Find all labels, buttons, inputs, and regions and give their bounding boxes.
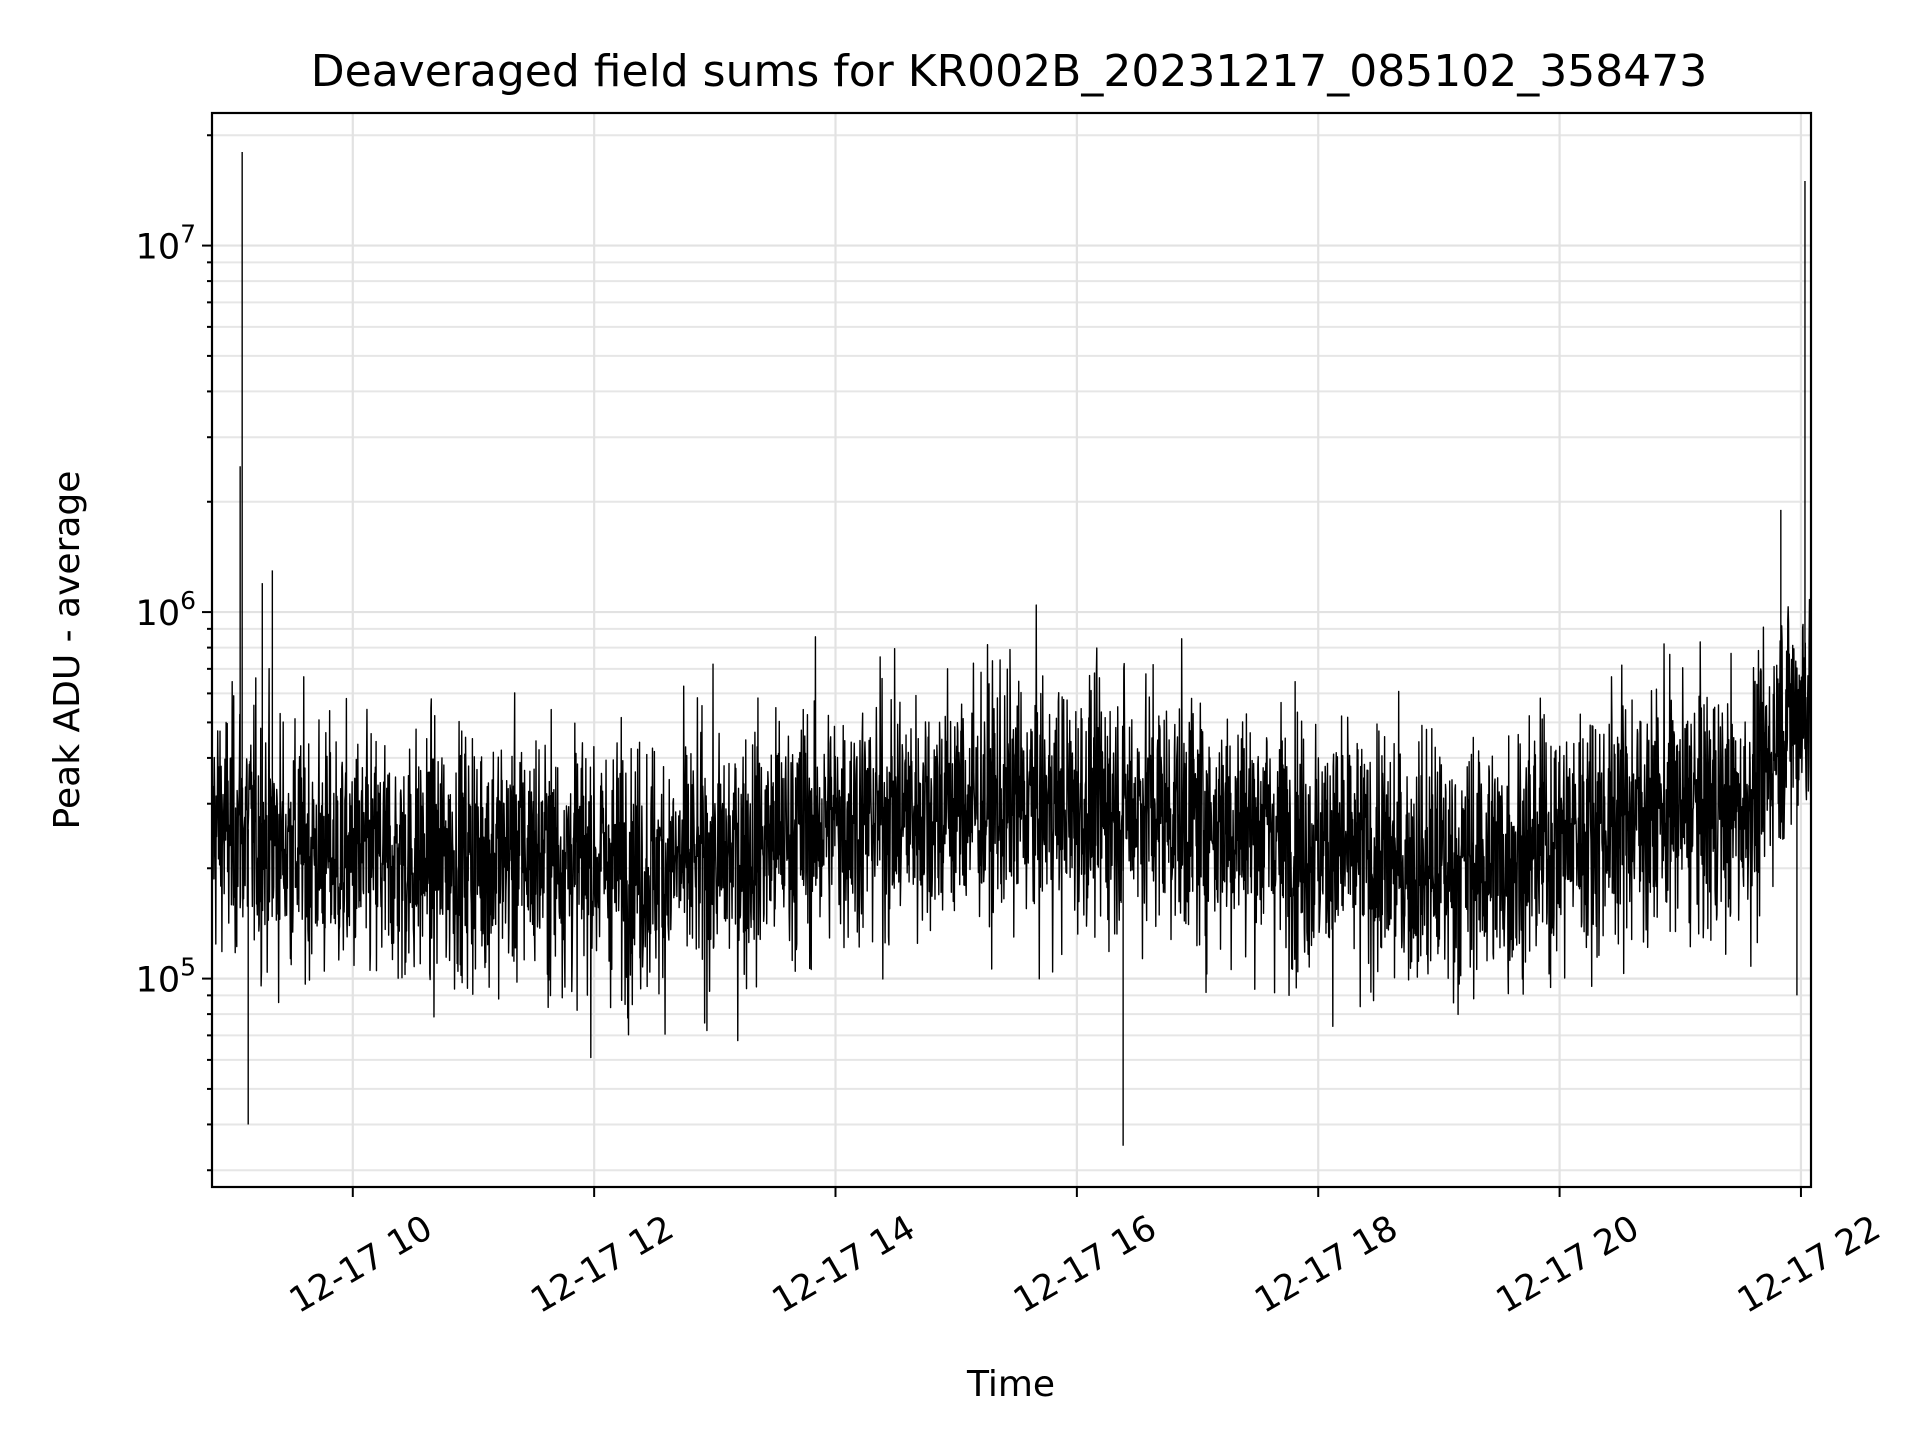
y-tick-label: 107 [136, 220, 196, 268]
y-tick-label: 106 [136, 586, 196, 634]
y-tick-label: 105 [136, 953, 196, 1001]
chart-title: Deaveraged field sums for KR002B_2023121… [311, 46, 1707, 97]
y-axis-label: Peak ADU - average [47, 471, 88, 830]
x-axis-label: Time [966, 1364, 1055, 1405]
series-group [211, 152, 1812, 1146]
plot-frame [210, 111, 1813, 1189]
series-line [211, 598, 1812, 1059]
y-axis: 105 106 107 [136, 134, 212, 1172]
